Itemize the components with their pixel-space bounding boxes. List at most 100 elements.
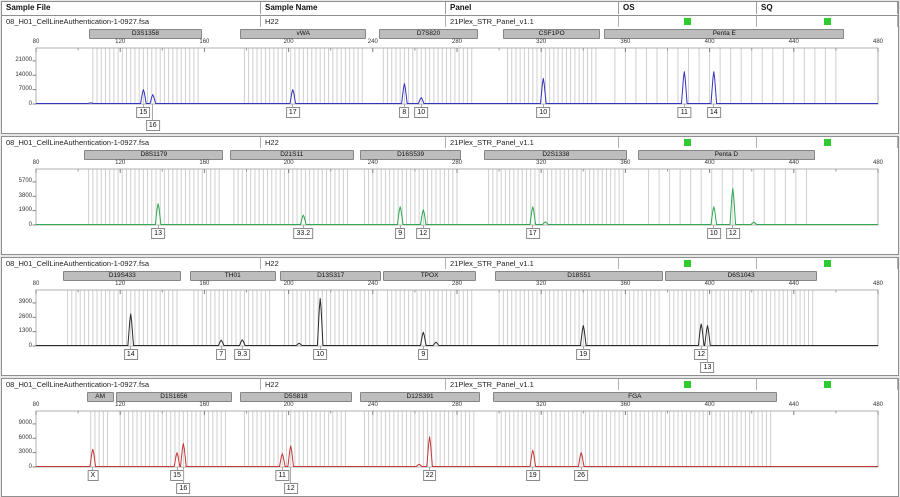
sample-panel-green: 08_H01_CellLineAuthentication-1-0927.fsa…: [1, 136, 899, 255]
allele-label-penta-e-14[interactable]: 14: [706, 107, 721, 118]
marker-bar-d21s11[interactable]: D21S11: [229, 150, 354, 160]
allele-label-d19s433-14[interactable]: 14: [123, 349, 138, 360]
allele-connector: [422, 346, 424, 349]
sample-name-cell: H22: [261, 137, 446, 148]
allele-label-d2s1338-17[interactable]: 17: [525, 228, 540, 239]
marker-bar-d2s1338[interactable]: D2S1338: [484, 150, 628, 160]
plot-svg-blue: [32, 47, 879, 105]
marker-bar-d3s1358[interactable]: D3S1358: [88, 29, 203, 39]
allele-label-penta-d-10[interactable]: 10: [706, 228, 721, 239]
y-tick-9000: 9000: [18, 420, 32, 427]
x-tick-240: 240: [367, 402, 378, 408]
y-tick-3000: 3000: [18, 449, 32, 456]
sq-status-cell: [757, 137, 898, 148]
x-tick-280: 280: [451, 39, 462, 45]
allele-label-d8s1179-13[interactable]: 13: [151, 228, 165, 239]
allele-connector: [176, 467, 178, 470]
allele-connector: [319, 346, 321, 349]
sq-status-cell: [757, 16, 898, 27]
allele-label-th01-7[interactable]: 7: [216, 349, 227, 360]
allele-label-d21s11-33.2[interactable]: 33.2: [293, 228, 314, 239]
x-tick-120: 120: [115, 39, 126, 45]
column-header-os: OS: [619, 2, 757, 14]
allele-label-fga-26[interactable]: 26: [574, 470, 589, 481]
x-tick-440: 440: [788, 281, 799, 287]
marker-bar-d18s51[interactable]: D18S51: [494, 271, 664, 281]
sq-status-indicator: [823, 381, 831, 388]
marker-bar-tpox[interactable]: TPOX: [383, 271, 476, 281]
marker-bar-penta-d[interactable]: Penta D: [638, 150, 815, 160]
allele-connector: [152, 104, 154, 120]
sample-file-cell: 08_H01_CellLineAuthentication-1-0927.fsa: [2, 16, 261, 27]
marker-bar-penta-e[interactable]: Penta E: [604, 29, 845, 39]
marker-bar-d7s820[interactable]: D7S820: [379, 29, 478, 39]
allele-label-tpox-9[interactable]: 9: [418, 349, 429, 360]
marker-bar-d6s1043[interactable]: D6S1043: [665, 271, 817, 281]
allele-label-vwa-17[interactable]: 17: [285, 107, 300, 118]
x-tick-80: 80: [32, 160, 40, 166]
marker-bar-d1s1656[interactable]: D1S1656: [115, 392, 232, 402]
plot-area-green[interactable]: D8S1179 D21S11 D16S539 D2S1338 Penta D 80 12 0 1…: [2, 149, 898, 254]
allele-label-d1s1656-16[interactable]: 16: [176, 483, 191, 494]
y-tick-6000: 6000: [18, 434, 32, 441]
allele-label-d3s1358-15[interactable]: 15: [136, 107, 151, 118]
x-tick-200: 200: [283, 160, 294, 166]
marker-bar-fga[interactable]: FGA: [492, 392, 777, 402]
allele-label-penta-e-11[interactable]: 11: [677, 107, 691, 118]
marker-bar-th01[interactable]: TH01: [189, 271, 276, 281]
allele-label-d16s539-9[interactable]: 9: [395, 228, 406, 239]
marker-bar-d16s539[interactable]: D16S539: [360, 150, 462, 160]
sq-status-indicator: [823, 139, 831, 146]
y-tick-0: 0: [28, 221, 32, 228]
allele-label-d13s317-10[interactable]: 10: [313, 349, 328, 360]
allele-label-d12s391-22[interactable]: 22: [422, 470, 437, 481]
allele-connector: [182, 467, 184, 483]
allele-connector: [532, 225, 534, 228]
allele-connector: [429, 467, 431, 470]
allele-label-d7s820-10[interactable]: 10: [414, 107, 429, 118]
os-status-indicator: [684, 139, 691, 146]
marker-bar-am[interactable]: AM: [86, 392, 114, 402]
marker-bar-d12s391[interactable]: D12S391: [360, 392, 481, 402]
x-tick-200: 200: [283, 402, 294, 408]
plot-area-blue[interactable]: D3S1358 vWA D7S820 CSF1PO Penta E 80 120 160 200…: [2, 28, 898, 133]
marker-bar-csf1po[interactable]: CSF1PO: [503, 29, 601, 39]
allele-label-d6s1043-13[interactable]: 13: [700, 362, 715, 373]
marker-bar-d13s317[interactable]: D13S317: [280, 271, 382, 281]
allele-label-th01-9.3[interactable]: 9.3: [234, 349, 251, 360]
plot-area-black[interactable]: D19S433 TH01 D13S317 TPOX D18S51 D6S1043 80 120…: [2, 270, 898, 375]
x-tick-240: 240: [367, 39, 378, 45]
allele-connector: [683, 104, 685, 107]
allele-connector: [542, 104, 544, 107]
allele-label-d5s818-12[interactable]: 12: [283, 483, 298, 494]
sq-status-indicator: [823, 18, 831, 25]
marker-bar-d5s818[interactable]: D5S818: [240, 392, 352, 402]
x-tick-480: 480: [872, 402, 883, 408]
allele-connector: [532, 467, 534, 470]
allele-label-d7s820-8[interactable]: 8: [399, 107, 410, 118]
sample-name-cell: H22: [261, 16, 446, 27]
sample-panel-red: 08_H01_CellLineAuthentication-1-0927.fsa…: [1, 378, 899, 497]
allele-label-fga-19[interactable]: 19: [525, 470, 540, 481]
sample-file-cell: 08_H01_CellLineAuthentication-1-0927.fsa: [2, 379, 261, 390]
allele-connector: [92, 467, 94, 470]
x-tick-200: 200: [283, 281, 294, 287]
allele-connector: [706, 346, 708, 362]
x-tick-400: 400: [704, 160, 715, 166]
x-tick-80: 80: [32, 402, 40, 408]
plot-svg-black: [32, 289, 879, 347]
marker-bar-d8s1179[interactable]: D8S1179: [84, 150, 224, 160]
x-tick-320: 320: [536, 281, 547, 287]
x-tick-240: 240: [367, 160, 378, 166]
allele-label-d18s51-19[interactable]: 19: [576, 349, 591, 360]
allele-label-am-x[interactable]: X: [87, 470, 99, 481]
plot-area-red[interactable]: AM D1S1656 D5S818 D12S391 FGA 80 120 160 200 240 2…: [2, 391, 898, 496]
allele-label-penta-d-12[interactable]: 12: [725, 228, 740, 239]
allele-label-csf1po-10[interactable]: 10: [536, 107, 551, 118]
allele-label-d5s818-11[interactable]: 11: [275, 470, 289, 481]
marker-bar-d19s433[interactable]: D19S433: [63, 271, 182, 281]
allele-label-d16s539-12[interactable]: 12: [416, 228, 431, 239]
marker-bar-vwa[interactable]: vWA: [240, 29, 367, 39]
allele-connector: [220, 346, 222, 349]
allele-label-d3s1358-16[interactable]: 16: [145, 120, 160, 131]
